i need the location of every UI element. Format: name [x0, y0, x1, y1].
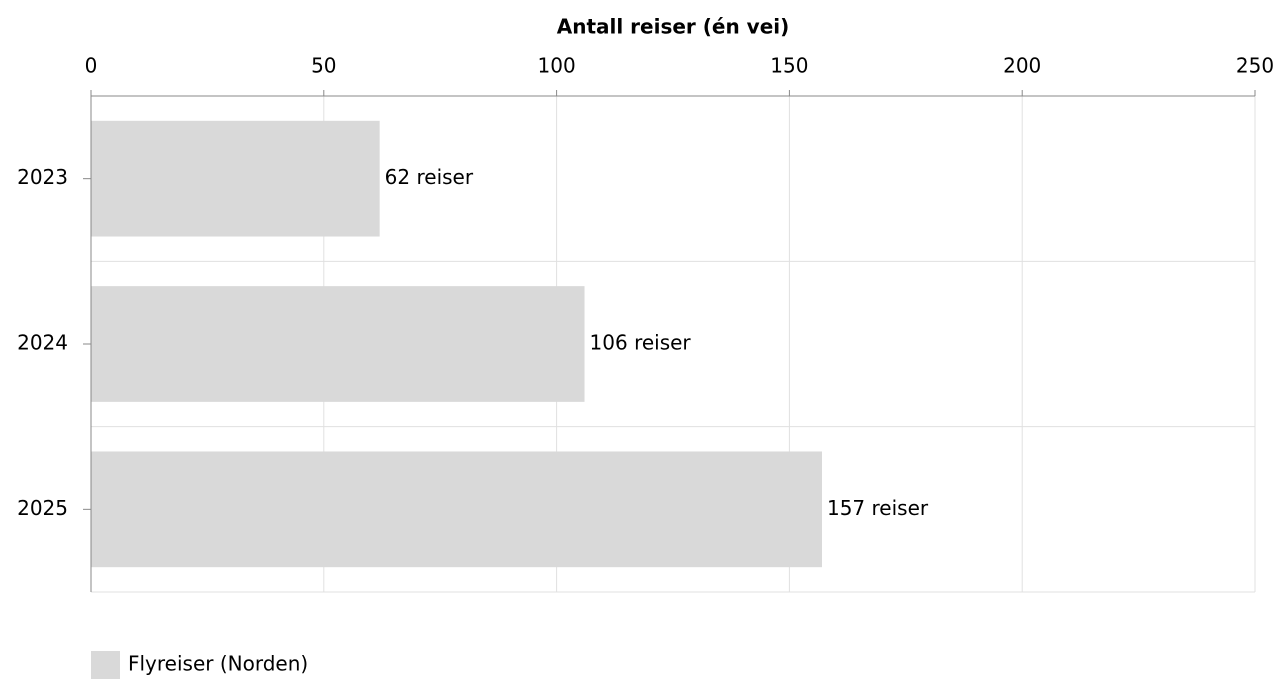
- x-tick-label: 50: [311, 54, 336, 78]
- axis-title: Antall reiser (én vei): [557, 15, 790, 39]
- bar: [91, 286, 585, 402]
- y-tick-label: 2025: [17, 496, 68, 520]
- bar: [91, 120, 380, 237]
- x-tick-label: 0: [85, 54, 98, 78]
- legend-swatch: [91, 651, 120, 679]
- x-tick-label: 200: [1003, 54, 1041, 78]
- data-label: 62 reiser: [385, 165, 474, 189]
- data-label: 157 reiser: [827, 496, 929, 520]
- x-tick-label: 250: [1236, 54, 1274, 78]
- data-label: 106 reiser: [590, 331, 692, 355]
- bar: [91, 451, 822, 568]
- x-tick-label: 150: [770, 54, 808, 78]
- x-tick-label: 100: [538, 54, 576, 78]
- y-tick-label: 2024: [17, 331, 68, 355]
- y-tick-label: 2023: [17, 165, 68, 189]
- legend-label: Flyreiser (Norden): [128, 652, 308, 676]
